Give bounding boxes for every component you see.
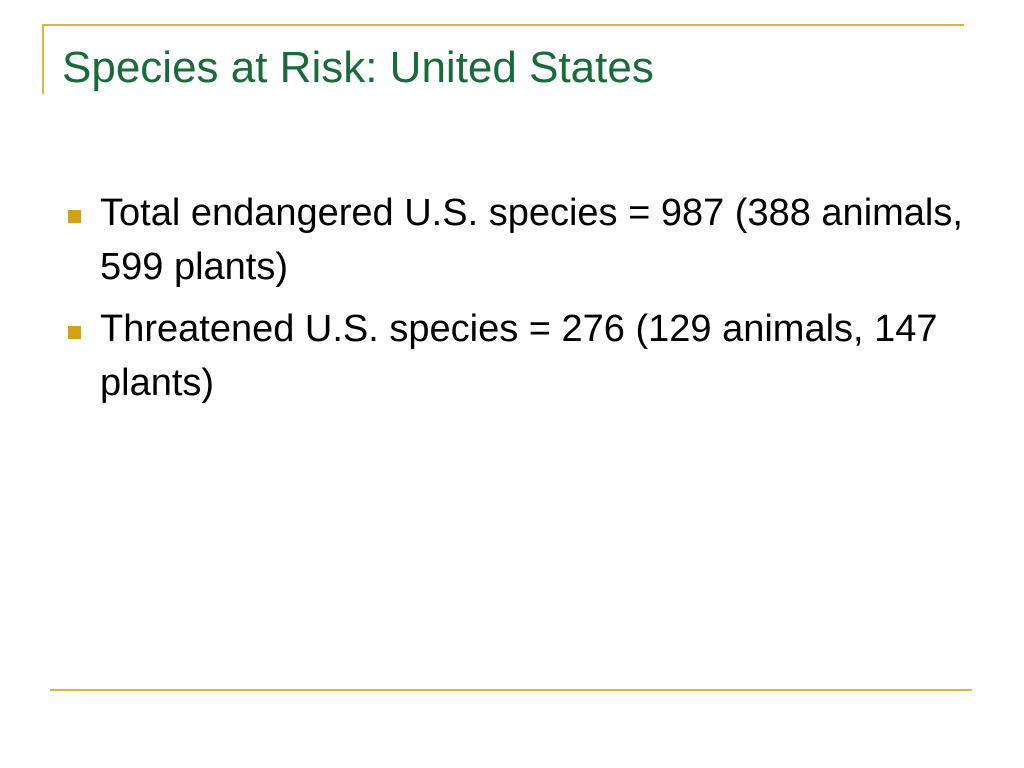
slide-title: Species at Risk: United States: [62, 43, 654, 92]
square-bullet-icon: [68, 326, 81, 339]
bullet-item-threatened: Threatened U.S. species = 276 (129 anima…: [62, 302, 982, 410]
top-accent-line: [42, 24, 964, 26]
bullet-list: Total endangered U.S. species = 987 (388…: [62, 186, 982, 418]
square-bullet-icon: [68, 210, 81, 223]
bullet-text-threatened: Threatened U.S. species = 276 (129 anima…: [100, 308, 938, 404]
bottom-accent-line: [50, 689, 972, 691]
bullet-item-endangered: Total endangered U.S. species = 987 (388…: [62, 186, 982, 294]
left-accent-line: [42, 24, 44, 94]
bullet-text-endangered: Total endangered U.S. species = 987 (388…: [100, 192, 963, 288]
